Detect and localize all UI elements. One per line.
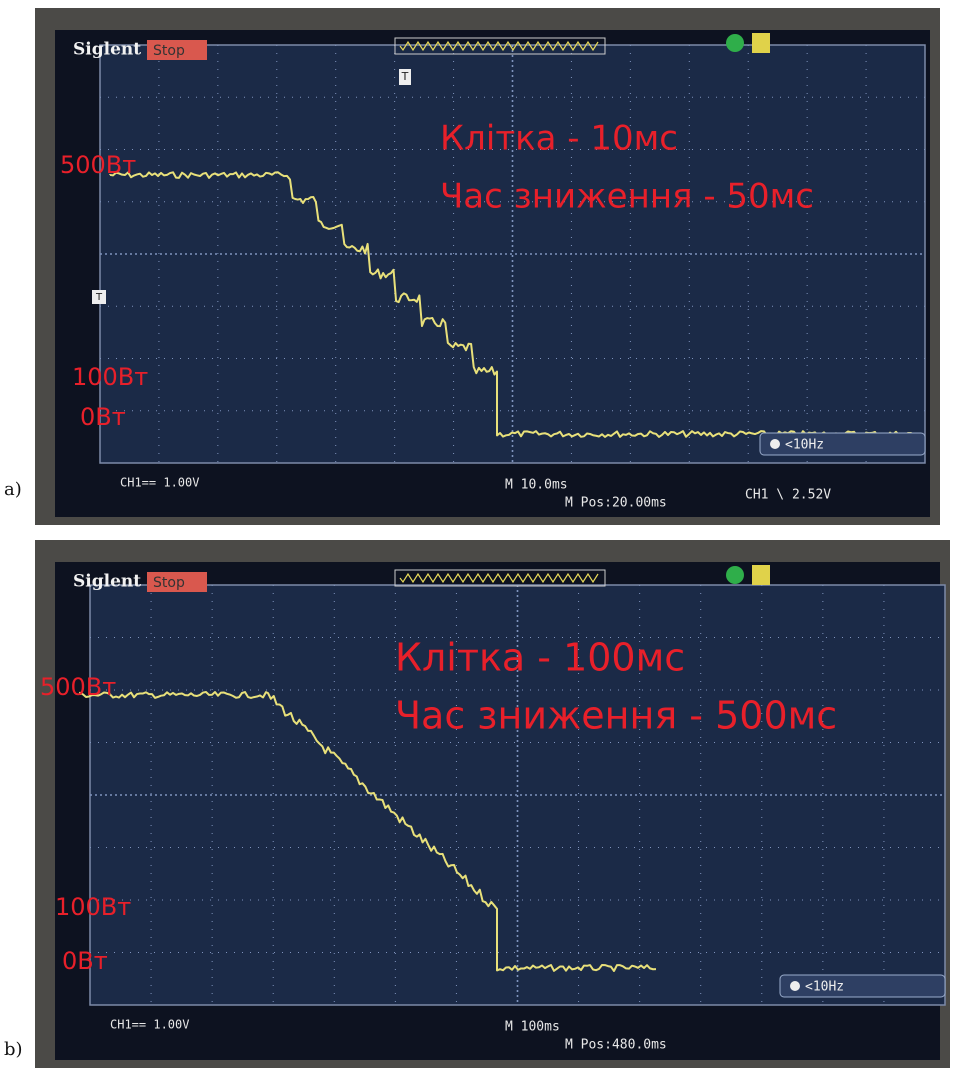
trace bbox=[79, 691, 657, 972]
memory-bar bbox=[394, 569, 606, 587]
status-box bbox=[147, 40, 207, 60]
position: M Pos:480.0ms bbox=[565, 1038, 667, 1053]
level-label: 100Вт bbox=[55, 893, 131, 921]
annotation: Час зниження - 50мс bbox=[440, 177, 814, 217]
level-label: 100Вт bbox=[72, 363, 148, 391]
trigger-flag bbox=[399, 69, 411, 85]
level-label: 500Вт bbox=[40, 673, 116, 701]
level-label: 0Вт bbox=[62, 947, 108, 975]
brand: Siglent bbox=[73, 40, 141, 60]
channel: CH1== 1.00V bbox=[110, 1018, 189, 1032]
status-box bbox=[147, 572, 207, 592]
annotation: Клітка - 10мс bbox=[440, 119, 678, 159]
status: Stop bbox=[153, 575, 185, 591]
filter-box bbox=[759, 432, 926, 456]
filter-icon bbox=[790, 981, 800, 991]
annotation: Клітка - 100мс bbox=[395, 636, 685, 680]
panel-label: b) bbox=[4, 1039, 23, 1060]
memory-bar bbox=[394, 37, 606, 55]
timebase: M 100ms bbox=[505, 1020, 560, 1035]
level-label: 0Вт bbox=[80, 403, 126, 431]
filter-box bbox=[779, 974, 946, 998]
memory-wave bbox=[399, 572, 599, 584]
channel: CH1== 1.00V bbox=[120, 476, 199, 490]
panel: Siglent Stop CH1== 1.00V M 100ms M Pos:480.0… bbox=[4, 540, 950, 1068]
brand: Siglent bbox=[73, 572, 141, 592]
position: M Pos:20.00ms bbox=[565, 496, 667, 511]
panel-label: a) bbox=[4, 479, 22, 500]
timebase: M 10.0ms bbox=[505, 478, 568, 493]
level-label: 500Вт bbox=[60, 151, 136, 179]
memory-wave bbox=[399, 40, 599, 52]
filter: <10Hz bbox=[785, 438, 824, 453]
icon bbox=[726, 34, 744, 52]
icon bbox=[726, 566, 744, 584]
filter-icon bbox=[770, 439, 780, 449]
annotation: Час зниження - 500мс bbox=[395, 694, 837, 738]
trigger-marker: T bbox=[401, 70, 409, 83]
screen bbox=[99, 44, 926, 464]
trigger-flag bbox=[92, 290, 106, 304]
filter: <10Hz bbox=[805, 980, 844, 995]
trigger-level: CH1 \ 2.52V bbox=[745, 488, 831, 503]
status: Stop bbox=[153, 43, 185, 59]
icon bbox=[752, 565, 770, 585]
trigger-marker: T bbox=[95, 292, 103, 303]
icon bbox=[752, 33, 770, 53]
panel: Siglent Stop T T CH1== 1.00V M 10.0ms M Pos:20… bbox=[4, 8, 940, 525]
